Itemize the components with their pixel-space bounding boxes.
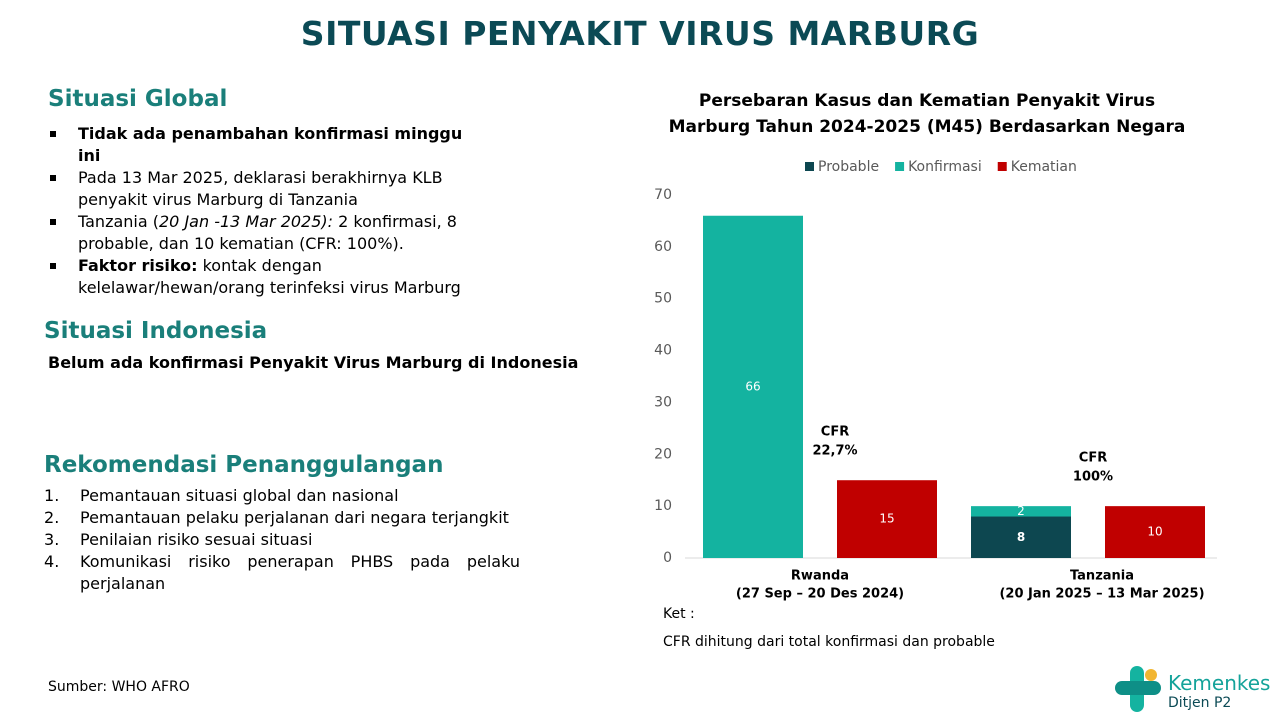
bullet-item: Tanzania (20 Jan -13 Mar 2025): 2 konfir… [48,211,488,255]
bullet-item: Faktor risiko: kontak dengan kelelawar/h… [48,255,488,299]
logo-name: Kemenkes [1168,671,1271,695]
bar [703,215,803,558]
data-label: 15 [879,512,894,526]
y-tick-label: 50 [654,291,672,307]
legend-label: Probable [818,159,879,175]
annotation: 100% [1073,470,1113,485]
text: 2 konfirmasi, 8 probable, dan 10 kematia… [78,212,457,253]
bar [1105,506,1205,558]
text: Pada 13 Mar 2025, deklarasi berakhirnya … [78,168,443,209]
x-tick-sublabel: (20 Jan 2025 – 13 Mar 2025) [999,587,1204,602]
data-label: 2 [1017,504,1025,518]
x-tick-label: Tanzania [1070,569,1134,584]
italic-text: 20 Jan -13 Mar 2025): [159,212,334,231]
y-tick-label: 30 [654,394,672,410]
legend-swatch [805,162,814,171]
annotation: CFR [821,425,849,440]
section-heading: Situasi Indonesia [44,318,268,344]
list-item: Penilaian risiko sesuai situasi [44,529,313,551]
bullet-item: Pada 13 Mar 2025, deklarasi berakhirnya … [48,167,488,211]
y-tick-label: 10 [654,498,672,514]
legend-label: Kematian [1011,159,1077,175]
y-tick-label: 70 [654,187,672,203]
x-tick-sublabel: (27 Sep – 20 Des 2024) [736,587,904,602]
y-tick-label: 60 [654,239,672,255]
chart-title: Marburg Tahun 2024-2025 (M45) Berdasarka… [669,117,1186,137]
annotation: CFR [1079,451,1107,466]
bullet-list: Tidak ada penambahan konfirmasi minggu i… [48,123,488,299]
section-heading: Situasi Global [48,86,228,112]
text: Tanzania ( [78,212,159,231]
logo-mark [1115,666,1161,712]
annotation: 22,7% [812,444,857,459]
legend-label: Konfirmasi [908,159,982,175]
note: CFR dihitung dari total konfirmasi dan p… [663,634,995,650]
numbered-list: Pemantauan situasi global dan nasional P… [44,485,520,595]
data-label: 10 [1147,525,1162,539]
list-item: Komunikasi risiko penerapan PHBS pada pe… [44,551,520,593]
slide-title: SITUASI PENYAKIT VIRUS MARBURG [300,14,980,53]
chart-title: Persebaran Kasus dan Kematian Penyakit V… [699,91,1155,111]
data-label: 8 [1017,530,1025,544]
bold-text: Faktor risiko: [78,256,198,275]
bar [837,480,937,558]
section-heading: Rekomendasi Penanggulangan [44,452,444,478]
x-tick-label: Rwanda [791,569,849,584]
bar [971,516,1071,558]
bold-text: Tidak ada penambahan konfirmasi minggu i… [78,124,463,165]
list-item: Pemantauan situasi global dan nasional [44,485,399,507]
source: Sumber: WHO AFRO [48,679,190,695]
logo-unit: Ditjen P2 [1168,695,1232,711]
note-heading: Ket : [663,606,695,622]
data-label: 66 [745,379,760,393]
y-tick-label: 40 [654,343,672,359]
list-item: Pemantauan pelaku perjalanan dari negara… [44,507,509,529]
statement: Belum ada konfirmasi Penyakit Virus Marb… [48,353,579,372]
y-tick-label: 0 [663,550,672,566]
bullet-item: Tidak ada penambahan konfirmasi minggu i… [48,123,488,167]
bar [971,506,1071,517]
y-tick-label: 20 [654,446,672,462]
text: kontak dengan kelelawar/hewan/orang teri… [78,256,461,297]
legend-swatch [895,162,905,171]
legend-swatch [997,162,1007,171]
